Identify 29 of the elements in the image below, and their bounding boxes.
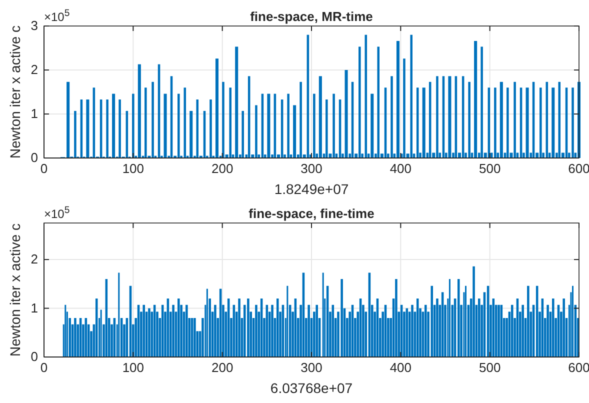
x-tick-label: 200 xyxy=(211,360,234,376)
x-axis-title: 6.03768e+07 xyxy=(270,380,353,396)
x-tick-label: 500 xyxy=(478,360,501,376)
y-tick-label: 2 xyxy=(30,62,38,78)
y-tick-label: 3 xyxy=(30,18,38,34)
x-axis-title: 1.8249e+07 xyxy=(274,181,349,197)
x-tick-label: 0 xyxy=(40,360,48,376)
y-axis-title: Newton iter x active c xyxy=(7,25,23,159)
x-tick-label: 100 xyxy=(122,161,144,176)
text: ×10$^{5}$ xyxy=(44,204,70,221)
text: ×10$^{5}$ xyxy=(44,8,70,24)
y-tick-label: 0 xyxy=(30,349,38,364)
y-axis-title: Newton iter x active c xyxy=(7,223,23,357)
y-tick-label: 1 xyxy=(30,106,38,122)
chart-title: fine-space, fine-time xyxy=(248,206,374,221)
y-tick-label: 2 xyxy=(30,252,38,267)
y-tick-label: 1 xyxy=(30,300,38,316)
chart-title: fine-space, MR-time xyxy=(250,9,373,24)
y-tick-label: 0 xyxy=(30,150,38,166)
x-tick-label: 200 xyxy=(211,161,234,176)
x-tick-label: 600 xyxy=(568,360,589,376)
x-tick-label: 300 xyxy=(300,360,322,376)
x-tick-label: 400 xyxy=(390,161,412,176)
x-tick-label: 300 xyxy=(300,161,322,176)
x-tick-label: 400 xyxy=(390,360,412,376)
x-tick-label: 0 xyxy=(40,161,48,176)
x-tick-label: 100 xyxy=(122,360,144,376)
x-tick-label: 600 xyxy=(568,161,589,176)
x-tick-label: 500 xyxy=(478,161,501,176)
